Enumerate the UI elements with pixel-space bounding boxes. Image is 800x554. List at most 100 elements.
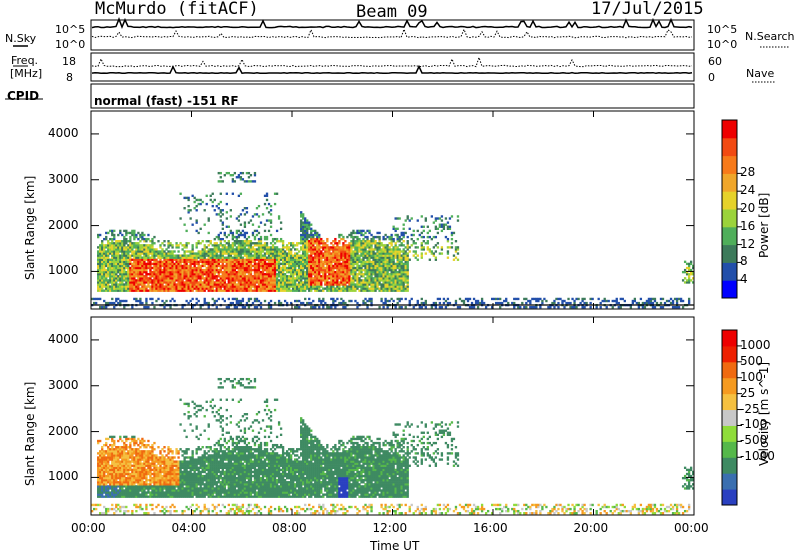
power-cell (217, 279, 220, 282)
power-cell (175, 275, 178, 278)
power-cell (687, 275, 691, 278)
power-cell (151, 275, 154, 278)
power-cell (314, 285, 317, 288)
power-cell (366, 258, 369, 261)
power-cell (131, 266, 134, 270)
power-cell (251, 254, 255, 257)
power-cell (287, 258, 291, 261)
power-cell (259, 246, 263, 249)
power-cell (237, 215, 241, 218)
power-cell (316, 258, 319, 261)
power-cell (235, 275, 239, 278)
power-cell (316, 283, 319, 286)
power-cell (269, 204, 273, 208)
power-cell (127, 264, 130, 268)
power-cell (189, 264, 192, 268)
power-cell (111, 258, 114, 261)
power-cell (390, 297, 393, 301)
power-cell (245, 277, 249, 280)
velocity-cell (107, 452, 110, 455)
power-cell (404, 262, 407, 266)
power-cell (139, 260, 142, 264)
power-cell (195, 256, 198, 259)
power-cell (388, 277, 391, 280)
velocity-cell (115, 470, 118, 474)
power-cell (557, 301, 560, 305)
power-cell (155, 275, 158, 278)
power-cell (269, 221, 273, 224)
power-cell (123, 250, 126, 253)
power-cell (376, 256, 379, 259)
power-cell (109, 270, 112, 274)
power-cell (384, 301, 387, 305)
power-cell (340, 254, 343, 257)
power-cell (314, 289, 317, 292)
power-cell (442, 225, 446, 228)
power-cell (97, 266, 100, 270)
power-cell (191, 297, 194, 301)
power-cell (103, 252, 106, 255)
power-cell (211, 270, 214, 274)
power-cell (245, 270, 249, 274)
velocity-cell (115, 481, 118, 484)
power-cell (294, 252, 297, 255)
power-cell (565, 301, 568, 305)
power-cell (372, 254, 375, 257)
power-cell (239, 262, 243, 266)
power-cell (551, 301, 554, 305)
power-cell (287, 250, 291, 253)
power-cell (97, 233, 100, 237)
power-cell (677, 306, 681, 309)
power-cell (402, 273, 405, 276)
power-cell (691, 264, 694, 268)
power-cell (338, 264, 341, 268)
power-cell (245, 289, 249, 292)
power-cell (187, 256, 190, 259)
power-cell (326, 279, 329, 282)
power-cell (229, 174, 232, 177)
power-cell (139, 262, 142, 266)
power-cell (316, 252, 319, 255)
power-cell (378, 242, 381, 245)
power-cell (181, 277, 184, 280)
power-cell (145, 244, 148, 247)
power-cell (241, 178, 245, 181)
velocity-cell (107, 476, 110, 480)
power-cell (215, 279, 218, 282)
power-cell (332, 285, 335, 288)
power-cell (332, 256, 335, 259)
power-cell (376, 285, 379, 288)
power-cell (310, 283, 313, 286)
power-cell (261, 270, 265, 274)
velocity-cell (121, 483, 124, 486)
power-cell (177, 256, 180, 259)
power-cell (219, 244, 222, 247)
power-cell (394, 264, 397, 268)
power-cell (177, 283, 180, 286)
power-cell (185, 260, 188, 264)
power-cell (133, 285, 136, 288)
power-cell (340, 252, 343, 255)
power-cell (271, 252, 275, 255)
power-cell (352, 235, 355, 239)
power-cell (322, 277, 325, 280)
power-cell (173, 299, 176, 303)
power-cell (356, 244, 359, 247)
power-cell (127, 270, 130, 274)
power-cell (306, 246, 309, 249)
power-cell (263, 256, 267, 259)
power-cell (203, 279, 206, 282)
power-cell (267, 246, 271, 249)
power-cell (392, 227, 395, 231)
power-cell (376, 242, 379, 245)
power-cell (336, 283, 339, 286)
power-cell (687, 262, 691, 266)
power-cell (167, 283, 170, 286)
power-cell (257, 283, 261, 286)
power-cell (412, 242, 415, 245)
power-cell (406, 248, 409, 251)
power-cell (647, 299, 651, 303)
power-cell (348, 250, 351, 253)
power-cell (426, 240, 429, 243)
power-cell (193, 287, 196, 290)
